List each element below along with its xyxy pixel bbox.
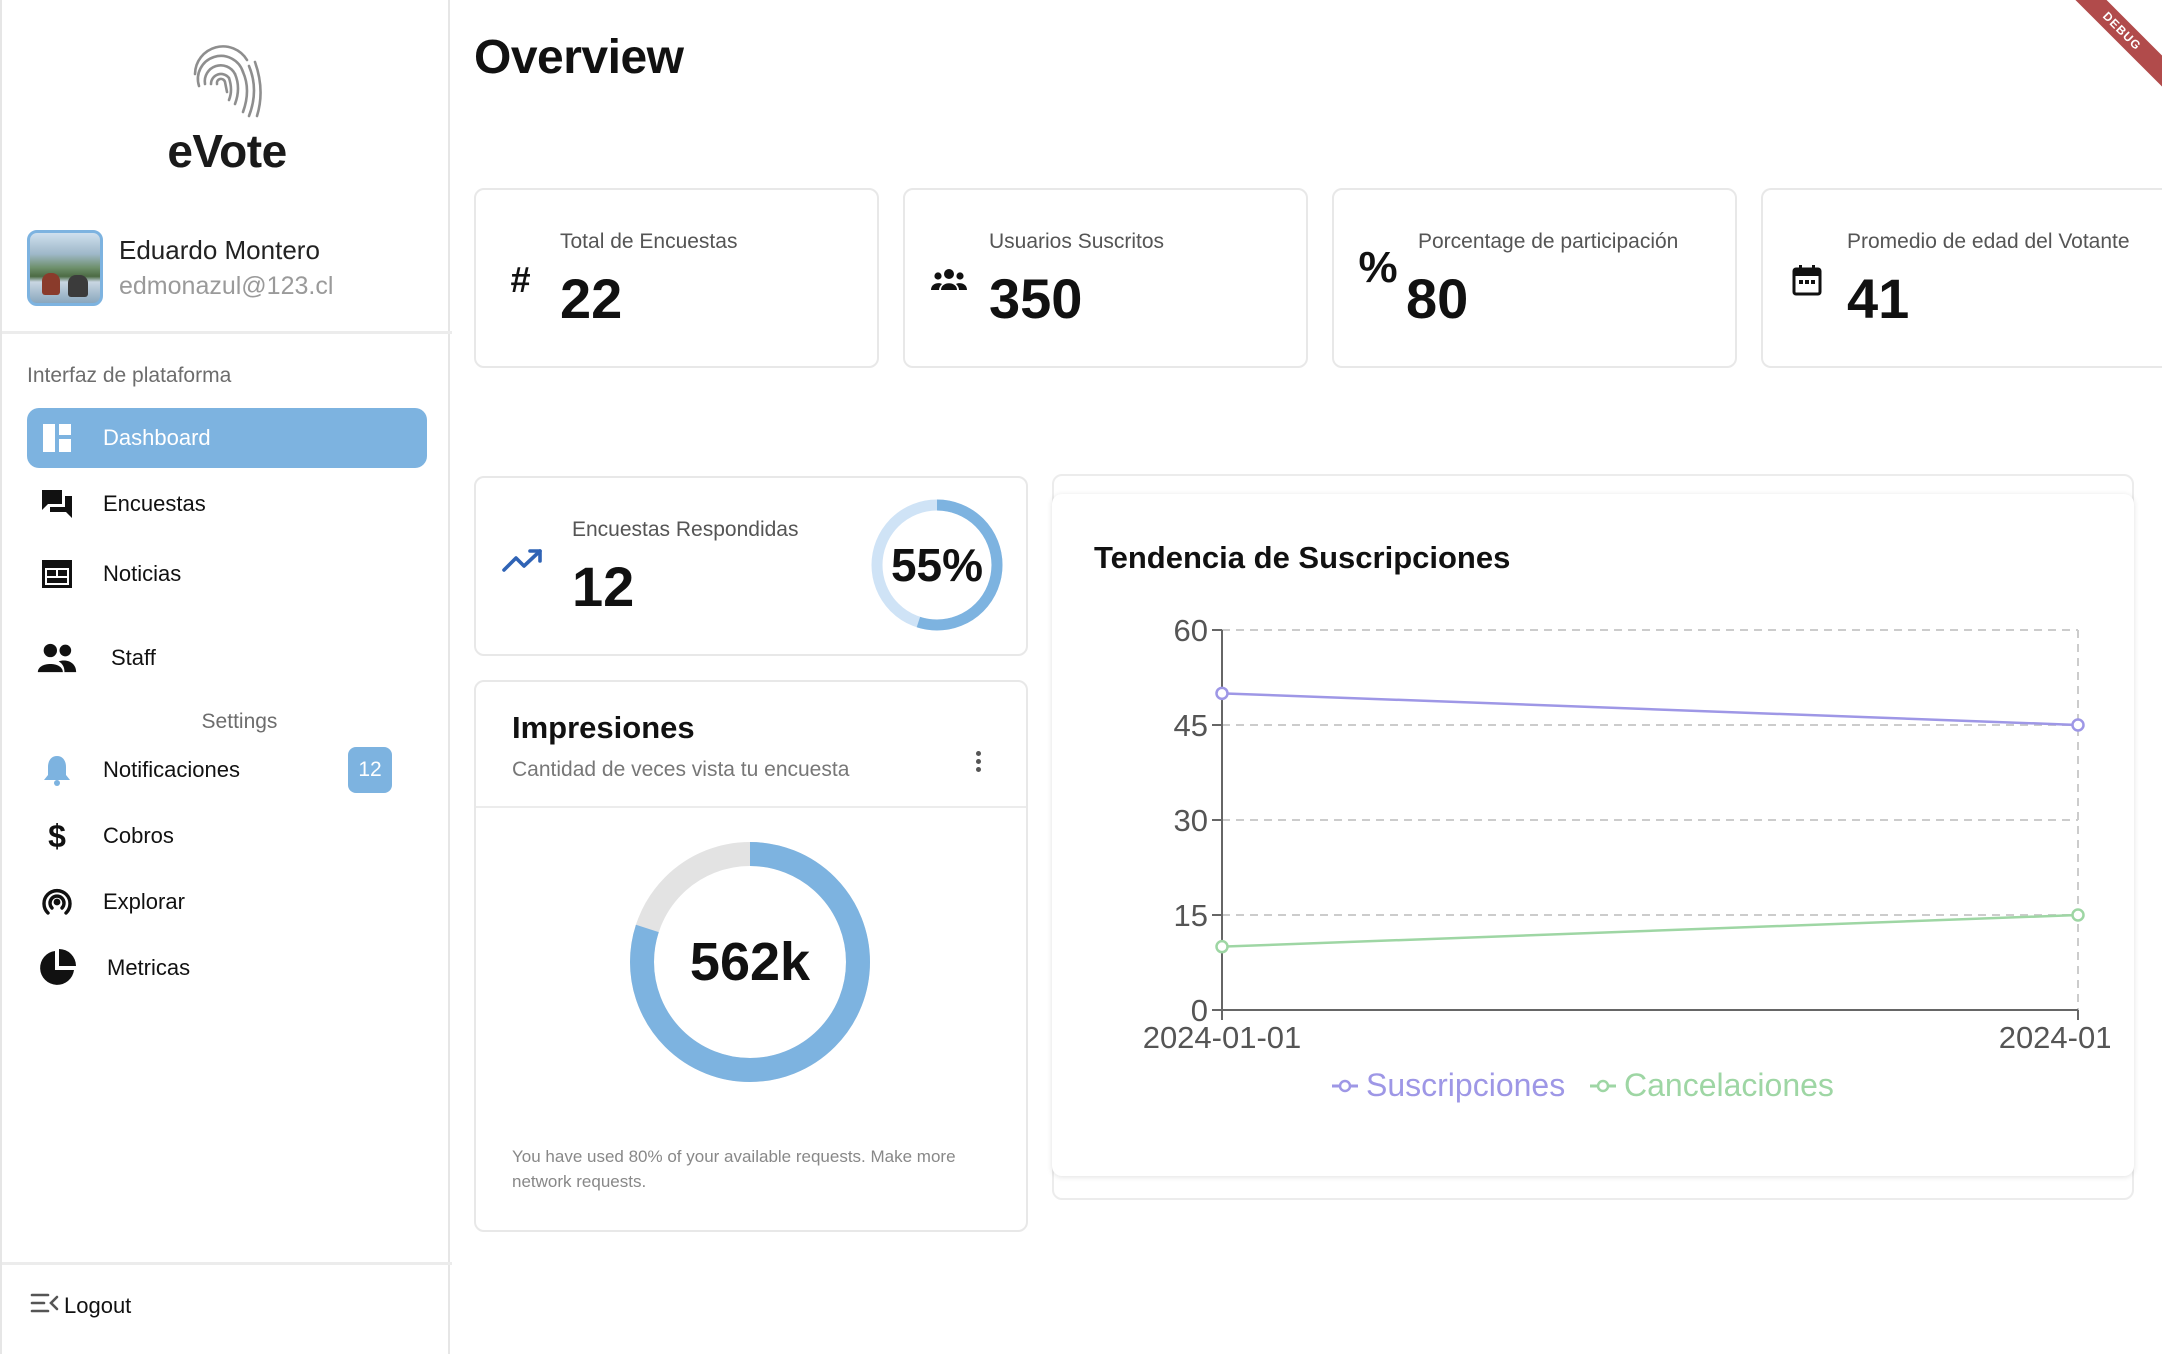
broadcast-icon — [37, 882, 77, 922]
sidebar-item-label: Notificaciones — [103, 757, 240, 782]
legend-label: Suscripciones — [1366, 1067, 1565, 1103]
logout-label: Logout — [64, 1293, 132, 1318]
dashboard-icon — [37, 418, 77, 458]
stat-value: 350 — [989, 267, 1083, 330]
stat-value: 22 — [560, 267, 623, 330]
responded-percent: 55% — [890, 539, 984, 591]
sidebar-item-notificaciones[interactable]: Notificaciones 12 — [27, 740, 427, 800]
notification-count-badge: 12 — [348, 747, 392, 793]
y-tick-label: 0 — [1191, 993, 1208, 1028]
fingerprint-logo-icon — [193, 45, 262, 118]
sidebar-item-label: Metricas — [107, 955, 191, 980]
app-name: eVote — [167, 125, 287, 177]
impressions-subtitle: Cantidad de veces vista tu encuesta — [512, 758, 850, 781]
chart-card — [1052, 494, 2134, 1176]
chart-title: Tendencia de Suscripciones — [1094, 540, 1511, 575]
sidebar-item-label: Encuestas — [103, 491, 206, 516]
section-label: Interfaz de plataforma — [27, 364, 232, 387]
debug-banner: DEBUG — [2057, 0, 2162, 96]
data-point — [1215, 939, 1229, 954]
y-tick-label: 30 — [1174, 803, 1208, 838]
stat-value: 80 — [1406, 267, 1469, 330]
subscriptions-line-chart: 0 15 30 45 60 2024-01-01 2024-01-02 Suscripcion… — [1143, 613, 2110, 1103]
sidebar-item-staff[interactable]: Staff — [27, 628, 427, 688]
sidebar-item-label: Dashboard — [103, 425, 211, 450]
impressions-title: Impresiones — [512, 710, 695, 745]
data-point — [2071, 908, 2085, 922]
stat-card-edad-votante: Promedio de edad del Votante 41 — [1761, 188, 2162, 368]
app-logo: eVote — [2, 44, 452, 178]
hash-icon: # — [509, 259, 531, 300]
stat-label: Promedio de edad del Votante — [1847, 230, 2130, 253]
sidebar-item-metricas[interactable]: Metricas — [27, 938, 427, 998]
dollar-icon: $ — [48, 817, 66, 854]
sidebar-item-cobros[interactable]: $ Cobros — [27, 806, 427, 866]
responded-label: Encuestas Respondidas — [572, 518, 799, 541]
sidebar-item-explorar[interactable]: Explorar — [27, 872, 427, 932]
user-email: edmonazul@123.cl — [119, 272, 334, 300]
legend-marker-point — [1596, 1079, 1610, 1093]
user-profile[interactable]: Eduardo Montero edmonazul@123.cl — [27, 230, 333, 306]
y-tick-label: 60 — [1174, 613, 1208, 648]
avatar[interactable] — [27, 230, 103, 306]
logout-button[interactable]: Logout — [30, 1292, 131, 1320]
y-tick-label: 45 — [1174, 708, 1208, 743]
x-tick-label: 2024-01-01 — [1143, 1020, 1302, 1055]
responded-progress-ring — [871, 499, 1003, 631]
sidebar: eVote Eduardo Montero edmonazul@123.cl I… — [0, 0, 452, 1354]
logout-divider — [2, 1262, 452, 1265]
page-title: Overview — [474, 31, 684, 84]
stat-card-usuarios-suscritos: Usuarios Suscritos 350 — [903, 188, 1308, 368]
impressions-value: 562k — [689, 932, 811, 992]
impressions-note: You have used 80% of your available requ… — [512, 1147, 956, 1191]
series-line-cancelaciones — [1221, 913, 2079, 948]
calendar-grid-icon — [37, 554, 77, 594]
pie-icon — [37, 948, 77, 988]
sidebar-item-label: Cobros — [103, 823, 174, 848]
responded-surveys-card: Encuestas Respondidas 12 55% — [474, 476, 1028, 656]
stat-card-participacion: % Porcentage de participación 80 — [1332, 188, 1737, 368]
calendar-icon — [1787, 260, 1827, 300]
trending-up-icon — [502, 548, 544, 579]
user-name: Eduardo Montero — [119, 235, 320, 265]
stat-card-total-encuestas: # Total de Encuestas 22 — [474, 188, 879, 368]
stat-label: Total de Encuestas — [560, 230, 738, 253]
responded-value: 12 — [572, 555, 635, 618]
data-point — [2071, 718, 2085, 732]
percent-icon: % — [1358, 243, 1398, 292]
settings-label: Settings — [201, 710, 278, 733]
stat-value: 41 — [1847, 267, 1910, 330]
people-icon — [37, 638, 77, 678]
bell-icon — [37, 750, 77, 790]
y-tick-label: 15 — [1174, 898, 1208, 933]
sidebar-item-dashboard[interactable]: Dashboard — [27, 408, 427, 468]
legend-label: Cancelaciones — [1624, 1067, 1834, 1103]
profile-divider — [2, 331, 452, 334]
legend-marker-point — [1338, 1079, 1352, 1093]
impressions-card: Impresiones Cantidad de veces vista tu e… — [474, 680, 1028, 1232]
more-vert-icon[interactable] — [974, 748, 982, 775]
logout-icon — [30, 1292, 60, 1320]
sidebar-item-encuestas[interactable]: Encuestas — [27, 474, 427, 534]
stat-label: Usuarios Suscritos — [989, 230, 1165, 253]
impressions-donut — [630, 842, 870, 1082]
chat-icon — [37, 484, 77, 524]
x-tick-label: 2024-01-02 — [1999, 1020, 2110, 1055]
stat-label: Porcentage de participación — [1418, 230, 1679, 253]
sidebar-item-label: Staff — [111, 645, 156, 670]
impressions-divider — [476, 806, 1026, 808]
sidebar-item-label: Explorar — [103, 889, 185, 914]
data-point — [1215, 686, 1229, 701]
sidebar-item-label: Noticias — [103, 561, 182, 586]
group-icon — [929, 260, 969, 300]
series-line-suscripciones — [1221, 692, 2079, 727]
sidebar-item-noticias[interactable]: Noticias — [27, 544, 427, 604]
